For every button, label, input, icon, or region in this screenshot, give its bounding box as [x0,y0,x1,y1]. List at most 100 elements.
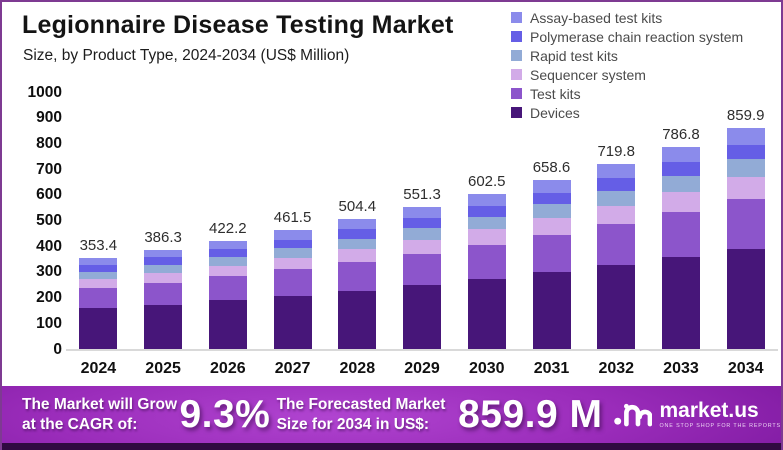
bar-slot-2032: 719.8 [584,92,649,349]
bar-segment-rapid-test-kits [273,248,312,258]
bar-segment-devices [273,295,312,349]
legend-label: Rapid test kits [530,47,618,64]
legend-item-sequencer-system: Sequencer system [511,65,743,84]
marketus-logo: market.us ONE STOP SHOP FOR THE REPORTS [614,398,781,432]
bar-segment-devices [403,285,442,349]
bar-segment-sequencer-system [338,249,377,262]
bar-total-label: 658.6 [532,158,571,176]
bar-segment-assay-based-test-kits [467,194,506,207]
legend-swatch [511,12,522,23]
y-tick-label: 500 [36,211,62,229]
y-axis: 0 100 200 300 400 500 600 700 800 900 1000 [10,84,62,356]
legend-item-assay-based-test-kits: Assay-based test kits [511,8,743,27]
cagr-label: The Market will Grow at the CAGR of: [22,395,179,434]
legend-swatch [511,50,522,61]
bar-total-label: 786.8 [662,125,700,143]
bar-segment-test-kits [144,282,183,305]
bar-segment-devices [661,257,700,349]
bar-total-label: 551.3 [403,186,441,204]
legend-label: Assay-based test kits [530,9,663,26]
bar-segment-rapid-test-kits [144,265,183,273]
legend-label: Devices [530,104,580,121]
cagr-label-line1: The Market will Grow [22,396,178,414]
bar-segment-polymerase-chain-reaction-system [467,206,506,217]
bar-total-label: 422.2 [209,219,247,237]
bar-total-label: 859.9 [726,107,765,125]
y-tick-label: 0 [53,340,62,358]
bar-total-label: 386.3 [144,228,182,246]
legend-label: Polymerase chain reaction system [530,28,744,45]
legend: Assay-based test kits Polymerase chain re… [511,8,743,122]
x-tick-label-2030: 2030 [468,360,505,377]
bar-segment-test-kits [597,224,636,266]
bar-segment-devices [532,272,571,349]
footer-banner: The Market will Grow at the CAGR of: 9.3… [2,386,781,443]
stacked-bar-2033: 786.8 [661,92,700,349]
bar-segment-test-kits [79,288,118,309]
bar-segment-devices [79,308,118,349]
legend-label: Test kits [530,85,581,102]
bar-slot-2027: 461.5 [260,92,325,349]
bar-segment-rapid-test-kits [208,257,247,266]
y-tick-label: 600 [36,186,62,204]
x-tick-label-2026: 2026 [210,360,246,377]
page-title: Legionnaire Disease Testing Market [22,11,454,39]
bar-segment-assay-based-test-kits [273,230,312,240]
legend-item-rapid-test-kits: Rapid test kits [511,46,743,65]
bar-segment-devices [208,300,247,349]
bar-segment-assay-based-test-kits [597,164,636,179]
forecast-value: 859.9 M [458,393,603,436]
bar-total-label: 719.8 [597,143,635,161]
legend-item-test-kits: Test kits [511,84,743,103]
y-tick-label: 100 [36,314,62,332]
bar-segment-assay-based-test-kits [144,249,183,258]
forecast-label-line2: Size for 2034 in US$: [276,415,430,433]
y-tick-label: 700 [36,160,62,178]
x-tick-label-2025: 2025 [145,360,181,377]
x-axis-labels: 2024 2025 2026 2027 2028 2029 2030 2031 2032 2033… [66,360,778,378]
bar-segment-sequencer-system [467,229,506,245]
bar-segment-devices [467,279,506,349]
bar-segment-polymerase-chain-reaction-system [144,257,183,265]
bar-segment-rapid-test-kits [726,159,765,178]
brand-tagline: ONE STOP SHOP FOR THE REPORTS [659,422,781,429]
bar-segment-polymerase-chain-reaction-system [532,192,571,205]
bar-segment-devices [726,248,765,349]
bar-segment-polymerase-chain-reaction-system [338,229,377,239]
cagr-value: 9.3% [179,393,271,436]
bar-segment-test-kits [661,212,700,258]
y-tick-label: 1000 [27,83,62,101]
bar-segment-assay-based-test-kits [338,219,377,230]
y-tick-label: 800 [36,134,62,152]
stacked-bar-2028: 504.4 [338,92,377,349]
bar-segment-polymerase-chain-reaction-system [597,178,636,191]
bar-segment-polymerase-chain-reaction-system [273,239,312,249]
bar-slot-2030: 602.5 [454,92,519,349]
forecast-label: The Forecasted Market Size for 2034 in U… [277,395,452,434]
stacked-bar-2026: 422.2 [208,92,247,349]
bar-segment-sequencer-system [661,192,700,213]
y-tick-label: 200 [36,288,62,306]
stacked-bar-2029: 551.3 [403,92,442,349]
plot-area: 353.4 386.3 422.2 461.5 504.4 551.3 602.5 658.6… [66,92,778,351]
x-tick-label-2024: 2024 [80,360,117,377]
bar-segment-sequencer-system [532,218,571,235]
bar-segment-assay-based-test-kits [208,240,247,249]
stacked-bar-2030: 602.5 [467,92,506,349]
x-tick-label-2033: 2033 [663,360,699,377]
bar-total-label: 504.4 [338,198,377,216]
bar-segment-polymerase-chain-reaction-system [726,144,765,160]
y-tick-label: 300 [36,263,62,281]
stacked-bar-2024: 353.4 [79,92,118,349]
bar-segment-polymerase-chain-reaction-system [403,218,442,229]
bar-segment-test-kits [726,199,765,249]
bar-segment-test-kits [467,244,506,280]
bar-segment-assay-based-test-kits [532,179,571,193]
bar-segment-devices [597,265,636,349]
bar-segment-rapid-test-kits [467,216,506,230]
marketus-logo-icon [614,398,653,432]
x-tick-label-2029: 2029 [404,360,440,377]
x-tick-label-2034: 2034 [727,360,764,377]
bar-segment-sequencer-system [403,239,442,254]
